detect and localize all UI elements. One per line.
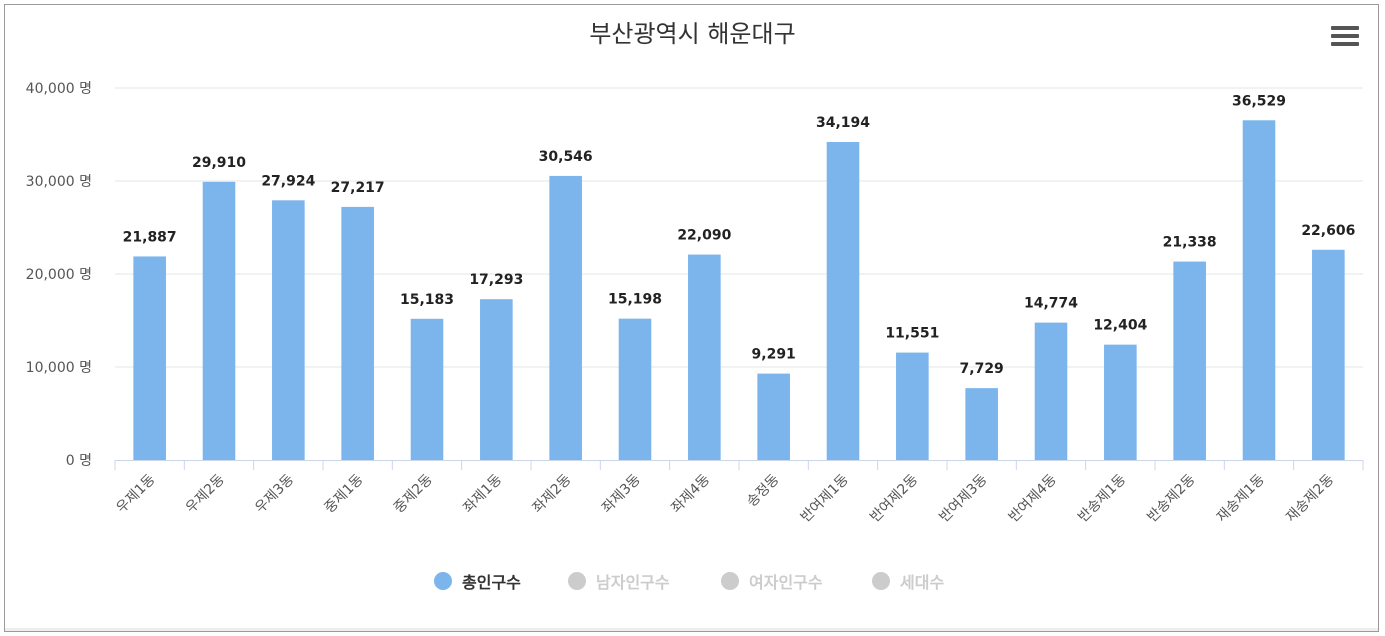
x-tick-label: 반여제2동 bbox=[867, 471, 921, 525]
bar[interactable] bbox=[341, 206, 374, 460]
bar[interactable] bbox=[549, 175, 582, 461]
legend-marker-icon bbox=[434, 572, 452, 590]
legend-item[interactable]: 세대수 bbox=[872, 567, 944, 595]
y-tick-label: 40,000 명 bbox=[26, 81, 92, 97]
x-tick-label: 재송제2동 bbox=[1283, 471, 1337, 525]
data-label: 12,404 bbox=[1093, 318, 1147, 334]
bar[interactable] bbox=[133, 256, 166, 460]
x-tick-label: 중제1동 bbox=[322, 471, 367, 516]
data-label: 21,887 bbox=[123, 229, 177, 245]
data-label: 7,729 bbox=[960, 361, 1004, 377]
x-tick-label: 우제1동 bbox=[114, 471, 159, 516]
x-tick-label: 재송제1동 bbox=[1214, 471, 1268, 525]
legend-marker-icon bbox=[872, 572, 890, 590]
data-label: 22,090 bbox=[677, 228, 731, 244]
data-label: 14,774 bbox=[1024, 296, 1078, 312]
x-tick-label: 좌제2동 bbox=[530, 471, 575, 516]
x-tick-label: 반여제3동 bbox=[936, 471, 990, 525]
data-label: 34,194 bbox=[816, 115, 870, 131]
y-tick-label: 30,000 명 bbox=[26, 174, 92, 190]
bar[interactable] bbox=[272, 200, 305, 460]
y-tick-label: 0 명 bbox=[66, 453, 92, 469]
legend-item[interactable]: 총인구수 bbox=[434, 567, 521, 595]
data-label: 36,529 bbox=[1232, 93, 1286, 109]
data-label: 30,546 bbox=[539, 149, 593, 165]
x-tick-label: 우제2동 bbox=[183, 471, 228, 516]
x-tick-label: 좌제3동 bbox=[599, 471, 644, 516]
bar[interactable] bbox=[896, 352, 929, 460]
hamburger-menu-icon[interactable] bbox=[1331, 26, 1359, 50]
legend-marker-icon bbox=[721, 572, 739, 590]
x-axis-ticks: 우제1동 우제2동 우제3동 중제1동 중제2동 좌제1동 좌제2동 좌제3동 좌제4동 송정동 반… bbox=[114, 471, 1338, 525]
bar[interactable] bbox=[1312, 249, 1345, 460]
data-label: 29,910 bbox=[192, 155, 246, 171]
x-axis bbox=[114, 460, 1364, 470]
x-tick-label: 좌제4동 bbox=[668, 471, 713, 516]
data-label: 11,551 bbox=[885, 326, 939, 342]
data-label: 27,924 bbox=[261, 173, 315, 189]
y-axis-ticks: 0 명 10,000 명 20,000 명 30,000 명 40,000 명 bbox=[26, 81, 92, 469]
legend: 총인구수 남자인구수 여자인구수 세대수 bbox=[0, 567, 1385, 597]
data-label: 17,293 bbox=[469, 272, 523, 288]
grid-lines bbox=[115, 87, 1363, 368]
x-tick-label: 반여제1동 bbox=[798, 471, 852, 525]
bar[interactable] bbox=[1242, 120, 1276, 460]
bar[interactable] bbox=[965, 388, 998, 460]
bar-chart: 0 명 10,000 명 20,000 명 30,000 명 40,000 명 21,8… bbox=[26, 81, 1364, 526]
data-labels: 21,887 29,910 27,924 27,217 15,183 17,293 30,5… bbox=[123, 93, 1356, 377]
bar[interactable] bbox=[202, 181, 236, 460]
x-tick-label: 반여제4동 bbox=[1006, 471, 1060, 525]
legend-item[interactable]: 여자인구수 bbox=[721, 567, 823, 595]
bar[interactable] bbox=[757, 373, 790, 460]
data-label: 21,338 bbox=[1163, 235, 1217, 251]
legend-item[interactable]: 남자인구수 bbox=[568, 567, 670, 595]
data-label: 27,217 bbox=[331, 180, 385, 196]
legend-marker-icon bbox=[568, 572, 586, 590]
bars bbox=[133, 120, 1345, 461]
data-label: 9,291 bbox=[752, 347, 796, 363]
x-tick-label: 송정동 bbox=[744, 471, 783, 510]
legend-label: 총인구수 bbox=[462, 573, 521, 592]
chart-title: 부산광역시 해운대구 bbox=[589, 20, 796, 48]
data-label: 15,183 bbox=[400, 292, 454, 308]
bar[interactable] bbox=[480, 299, 513, 460]
data-label: 22,606 bbox=[1301, 223, 1355, 239]
legend-label: 남자인구수 bbox=[596, 573, 670, 592]
x-tick-label: 반송제2동 bbox=[1144, 471, 1198, 525]
bar[interactable] bbox=[1104, 344, 1137, 460]
x-tick-label: 중제2동 bbox=[391, 471, 436, 516]
x-tick-label: 우제3동 bbox=[252, 471, 297, 516]
bar[interactable] bbox=[826, 141, 860, 461]
x-tick-label: 좌제1동 bbox=[460, 471, 505, 516]
bar[interactable] bbox=[1034, 322, 1068, 460]
bar[interactable] bbox=[688, 254, 721, 460]
bar[interactable] bbox=[618, 318, 652, 460]
y-tick-label: 10,000 명 bbox=[26, 360, 92, 376]
legend-label: 여자인구수 bbox=[749, 573, 823, 592]
bar[interactable] bbox=[410, 318, 444, 460]
data-label: 15,198 bbox=[608, 292, 662, 308]
bar[interactable] bbox=[1173, 261, 1206, 460]
legend-label: 세대수 bbox=[900, 573, 945, 592]
x-tick-label: 반송제1동 bbox=[1075, 471, 1129, 525]
y-tick-label: 20,000 명 bbox=[26, 267, 92, 283]
bottom-strip bbox=[5, 628, 1378, 631]
